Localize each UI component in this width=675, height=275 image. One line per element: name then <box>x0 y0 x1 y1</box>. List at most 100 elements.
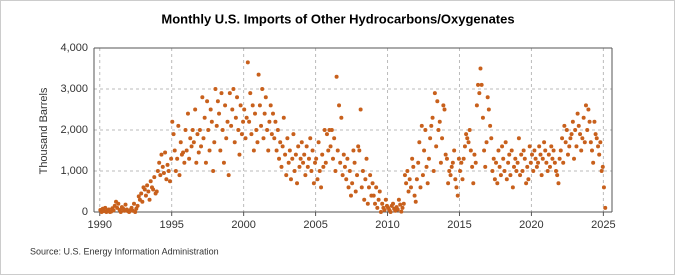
data-point <box>438 160 443 165</box>
data-point <box>399 209 404 214</box>
data-point <box>242 107 247 112</box>
data-point <box>572 156 577 161</box>
data-point <box>260 87 265 91</box>
data-point <box>143 193 148 198</box>
data-point <box>593 132 598 137</box>
data-point <box>540 156 545 161</box>
data-point <box>419 123 424 128</box>
data-point <box>175 156 180 161</box>
data-point <box>230 107 235 112</box>
data-point <box>225 119 230 124</box>
data-point <box>248 91 253 96</box>
data-point <box>147 197 152 202</box>
data-point <box>470 164 475 169</box>
data-point <box>301 160 306 165</box>
data-point <box>227 91 232 96</box>
data-point <box>209 119 214 124</box>
data-point <box>355 173 360 178</box>
data-point <box>284 173 289 178</box>
data-point <box>485 95 490 100</box>
data-point <box>208 107 213 112</box>
data-point <box>413 199 418 204</box>
data-point <box>507 152 512 157</box>
data-point <box>422 148 427 153</box>
data-point <box>600 164 605 169</box>
data-point <box>596 144 601 149</box>
data-point <box>570 119 575 124</box>
data-point <box>521 148 526 153</box>
data-point <box>267 119 272 124</box>
data-point <box>544 160 549 165</box>
data-point <box>458 169 463 173</box>
data-point <box>432 91 437 96</box>
data-point <box>256 72 261 77</box>
data-point <box>591 160 596 165</box>
data-point <box>447 169 452 173</box>
data-point <box>453 177 458 182</box>
data-point <box>362 197 367 202</box>
data-point <box>250 103 255 108</box>
data-point <box>255 140 260 145</box>
data-point <box>506 160 511 165</box>
data-point <box>219 91 224 96</box>
data-point <box>157 160 162 165</box>
data-point <box>171 132 176 137</box>
data-point <box>368 173 373 178</box>
data-point <box>245 60 250 65</box>
data-point <box>215 99 220 104</box>
data-point <box>562 123 567 128</box>
data-point <box>302 152 307 157</box>
data-point <box>195 132 200 137</box>
data-point <box>395 207 400 212</box>
data-point <box>191 140 196 145</box>
data-point <box>594 136 599 141</box>
y-tick-label: 4,000 <box>60 42 88 54</box>
data-point <box>574 144 579 149</box>
data-point <box>290 156 295 161</box>
data-point <box>375 205 380 210</box>
data-point <box>522 156 527 161</box>
data-point <box>123 202 128 207</box>
data-point <box>583 103 588 108</box>
data-point <box>455 193 460 198</box>
data-point <box>193 107 198 112</box>
data-point <box>510 185 515 190</box>
data-point <box>398 202 403 207</box>
data-point <box>326 148 331 153</box>
data-point <box>283 152 288 157</box>
data-point <box>486 107 491 112</box>
data-point <box>520 169 525 173</box>
data-point <box>305 164 310 169</box>
data-point <box>396 197 401 202</box>
data-point <box>529 152 534 157</box>
data-point <box>178 140 183 145</box>
y-axis-label: Thousand Barrels <box>38 87 50 174</box>
data-point <box>270 111 275 116</box>
data-point <box>561 160 566 165</box>
data-point <box>344 177 349 182</box>
data-point <box>425 181 430 186</box>
data-point <box>158 173 163 178</box>
data-point <box>281 115 286 120</box>
data-point <box>407 177 412 182</box>
data-point <box>494 160 499 165</box>
data-point <box>268 103 273 108</box>
data-point <box>313 160 318 165</box>
data-point <box>277 156 282 161</box>
data-point <box>188 136 193 141</box>
data-point <box>404 181 409 186</box>
data-point <box>203 160 208 165</box>
data-point <box>103 205 108 210</box>
data-point <box>550 156 555 161</box>
data-point <box>448 173 453 178</box>
data-point <box>292 169 297 173</box>
data-point <box>450 160 455 165</box>
data-point <box>211 169 216 173</box>
data-point <box>479 82 484 87</box>
chart-title: Monthly U.S. Imports of Other Hydrocarbo… <box>161 11 514 26</box>
data-point <box>322 128 327 132</box>
data-point <box>286 160 291 165</box>
data-point <box>569 132 574 137</box>
data-point <box>139 191 144 196</box>
data-point <box>406 189 411 194</box>
